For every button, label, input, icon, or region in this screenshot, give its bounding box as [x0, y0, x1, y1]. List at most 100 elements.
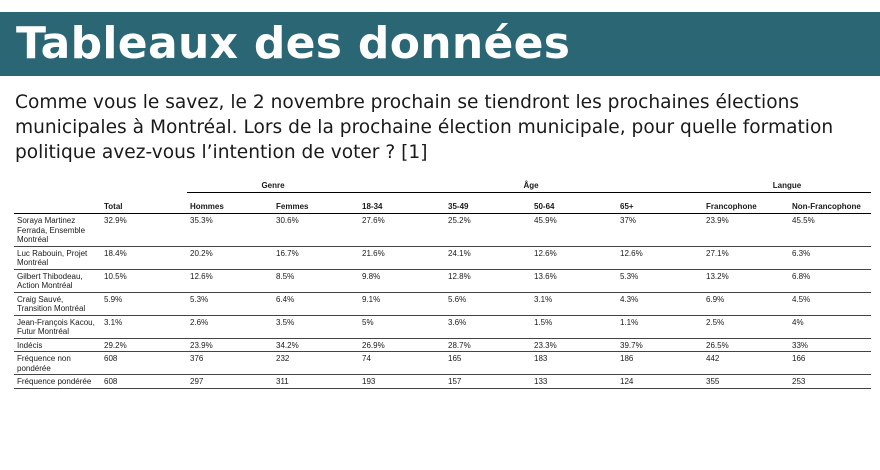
- table-row: Luc Rabouin, Projet Montréal 18.4% 20.2% 16…: [14, 246, 872, 270]
- row-label: Soraya Martinez Ferrada, Ensemble Montré…: [14, 213, 101, 247]
- row-label: Gilbert Thibodeau, Action Montréal: [14, 269, 101, 293]
- column-header: Femmes: [273, 192, 359, 214]
- table-cell: 186: [617, 351, 703, 375]
- table-cell: 3.5%: [273, 315, 359, 339]
- table-cell: 33%: [789, 338, 872, 352]
- table-cell: 166: [789, 351, 872, 375]
- table-cell: 6.9%: [703, 292, 789, 316]
- table-cell: 1.1%: [617, 315, 703, 339]
- table-cell: 6.8%: [789, 269, 872, 293]
- table-cell: 23.9%: [703, 213, 789, 247]
- row-label: Fréquence non pondérée: [14, 351, 101, 375]
- table-cell: 27.6%: [359, 213, 445, 247]
- table-cell: 442: [703, 351, 789, 375]
- table-cell: 28.7%: [445, 338, 531, 352]
- table-cell: 13.2%: [703, 269, 789, 293]
- table-cell: 4%: [789, 315, 872, 339]
- column-header-label: [14, 192, 101, 214]
- table-cell: 4.3%: [617, 292, 703, 316]
- table-cell: 1.5%: [531, 315, 617, 339]
- page-title: Tableaux des données: [16, 18, 571, 69]
- table-cell: 253: [789, 374, 872, 389]
- table-cell: 16.7%: [273, 246, 359, 270]
- column-header: 18-34: [359, 192, 445, 214]
- table-cell: 24.1%: [445, 246, 531, 270]
- table-cell: 9.1%: [359, 292, 445, 316]
- table-cell: 32.9%: [101, 213, 187, 247]
- column-header: Total: [101, 192, 187, 214]
- column-header: Hommes: [187, 192, 273, 214]
- group-spacer: [14, 180, 101, 193]
- group-header-age: Âge: [359, 180, 703, 193]
- table-cell: 608: [101, 374, 187, 389]
- table-cell: 3.6%: [445, 315, 531, 339]
- table-cell: 124: [617, 374, 703, 389]
- table-cell: 23.9%: [187, 338, 273, 352]
- column-header: 50-64: [531, 192, 617, 214]
- table-cell: 34.2%: [273, 338, 359, 352]
- table-cell: 21.6%: [359, 246, 445, 270]
- table-cell: 376: [187, 351, 273, 375]
- table-cell: 39.7%: [617, 338, 703, 352]
- table-cell: 608: [101, 351, 187, 375]
- table-cell: 355: [703, 374, 789, 389]
- group-spacer: [101, 180, 187, 193]
- table-cell: 157: [445, 374, 531, 389]
- table-cell: 5.6%: [445, 292, 531, 316]
- table-cell: 3.1%: [531, 292, 617, 316]
- table-cell: 193: [359, 374, 445, 389]
- table-cell: 2.5%: [703, 315, 789, 339]
- table-cell: 165: [445, 351, 531, 375]
- table-cell: 27.1%: [703, 246, 789, 270]
- results-table: Genre Âge Langue Total Hommes Femmes 18-34 3…: [14, 180, 872, 389]
- table-body: Soraya Martinez Ferrada, Ensemble Montré…: [14, 213, 872, 389]
- table-row: Gilbert Thibodeau, Action Montréal 10.5% 1…: [14, 269, 872, 293]
- table-cell: 133: [531, 374, 617, 389]
- table-row: Jean-François Kacou, Futur Montréal 3.1% 2…: [14, 315, 872, 339]
- table-cell: 8.5%: [273, 269, 359, 293]
- row-label: Luc Rabouin, Projet Montréal: [14, 246, 101, 270]
- table-cell: 183: [531, 351, 617, 375]
- table-cell: 311: [273, 374, 359, 389]
- row-label: Fréquence pondérée: [14, 374, 101, 389]
- table-cell: 4.5%: [789, 292, 872, 316]
- table-cell: 45.5%: [789, 213, 872, 247]
- table-cell: 12.8%: [445, 269, 531, 293]
- column-header: 35-49: [445, 192, 531, 214]
- table-cell: 10.5%: [101, 269, 187, 293]
- table-row: Craig Sauvé, Transition Montréal 5.9% 5.3%…: [14, 292, 872, 316]
- table-cell: 9.8%: [359, 269, 445, 293]
- column-header: 65+: [617, 192, 703, 214]
- table-cell: 74: [359, 351, 445, 375]
- row-label: Jean-François Kacou, Futur Montréal: [14, 315, 101, 339]
- table-cell: 5.9%: [101, 292, 187, 316]
- table-cell: 26.5%: [703, 338, 789, 352]
- row-label: Craig Sauvé, Transition Montréal: [14, 292, 101, 316]
- column-header: Non-Francophone: [789, 192, 872, 214]
- column-header: Francophone: [703, 192, 789, 214]
- table-cell: 297: [187, 374, 273, 389]
- table-cell: 12.6%: [187, 269, 273, 293]
- table-row: Fréquence pondérée 608 297 311 193 157 133 124 3…: [14, 374, 872, 389]
- row-label: Indécis: [14, 338, 101, 352]
- table-cell: 37%: [617, 213, 703, 247]
- table-cell: 6.3%: [789, 246, 872, 270]
- table-cell: 232: [273, 351, 359, 375]
- table-cell: 29.2%: [101, 338, 187, 352]
- table-cell: 3.1%: [101, 315, 187, 339]
- table-row: Indécis 29.2% 23.9% 34.2% 26.9% 28.7% 23.3% 39.…: [14, 338, 872, 352]
- table-cell: 23.3%: [531, 338, 617, 352]
- table-cell: 6.4%: [273, 292, 359, 316]
- column-header-row: Total Hommes Femmes 18-34 35-49 50-64 65+ Franc…: [14, 192, 872, 214]
- table-row: Soraya Martinez Ferrada, Ensemble Montré…: [14, 213, 872, 247]
- table-cell: 13.6%: [531, 269, 617, 293]
- group-header-row: Genre Âge Langue: [14, 180, 872, 193]
- table-cell: 35.3%: [187, 213, 273, 247]
- table-row: Fréquence non pondérée 608 376 232 74 165 183 1…: [14, 351, 872, 375]
- title-banner: Tableaux des données: [0, 12, 880, 76]
- table-cell: 45.9%: [531, 213, 617, 247]
- table-cell: 5%: [359, 315, 445, 339]
- group-header-genre: Genre: [187, 180, 359, 193]
- table-cell: 12.6%: [617, 246, 703, 270]
- table-cell: 5.3%: [617, 269, 703, 293]
